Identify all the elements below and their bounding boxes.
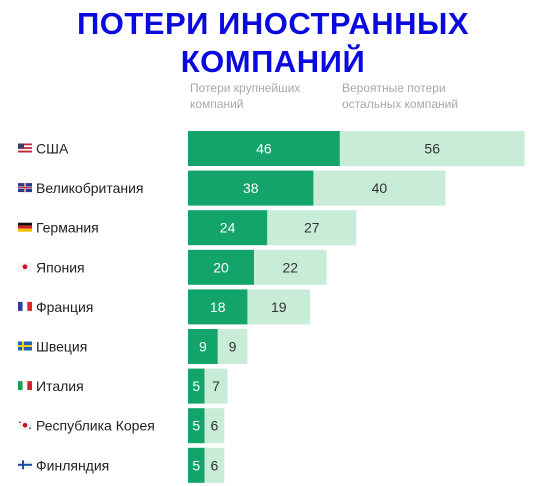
bar-major [188, 170, 314, 206]
category-label: Франция [36, 299, 93, 315]
uk-flag-icon [18, 183, 32, 193]
it-flag-icon [18, 381, 32, 391]
bar-others [339, 131, 525, 166]
bar-others [204, 408, 225, 444]
data-label-major: 24 [220, 220, 236, 236]
data-label-major: 5 [192, 418, 200, 434]
kr-flag-icon [18, 420, 32, 430]
bar-others [313, 170, 446, 206]
data-label-others: 9 [229, 339, 237, 355]
bar-major [188, 329, 218, 364]
data-label-others: 7 [212, 378, 220, 394]
data-label-major: 46 [256, 141, 272, 157]
legend-series-major: Потери крупнейших компаний [190, 81, 301, 111]
bar-major [188, 368, 205, 404]
bar-major [188, 447, 205, 483]
data-label-others: 40 [372, 180, 388, 196]
bar-major [188, 131, 340, 166]
us-flag-icon [18, 143, 32, 153]
category-label: Германия [36, 220, 99, 236]
bar-others [267, 210, 357, 246]
category-label: Республика Корея [36, 418, 155, 434]
data-label-others: 22 [283, 259, 299, 275]
data-label-others: 56 [424, 141, 440, 157]
bar-others [204, 368, 228, 404]
bar-major [188, 210, 268, 246]
data-label-others: 6 [211, 418, 219, 434]
data-label-major: 5 [192, 457, 200, 473]
bar-major [188, 408, 205, 444]
category-label: США [36, 141, 69, 157]
legend-series-others: Вероятные потери остальных компаний [342, 81, 459, 111]
bar-others [247, 289, 311, 325]
data-label-major: 38 [243, 180, 259, 196]
bar-major [188, 289, 248, 325]
category-label: Швеция [36, 339, 87, 355]
data-label-others: 19 [271, 299, 287, 315]
category-label: Финляндия [36, 457, 109, 473]
fi-flag-icon [18, 460, 32, 470]
fr-flag-icon [18, 301, 32, 311]
bar-others [217, 329, 248, 364]
bar-others [204, 447, 225, 483]
bar-others [254, 249, 327, 285]
jp-flag-icon [18, 262, 32, 272]
category-label: Великобритания [36, 180, 144, 196]
data-label-major: 20 [213, 259, 229, 275]
data-label-major: 5 [192, 378, 200, 394]
chart-title-line-1: ПОТЕРИ ИНОСТРАННЫХ [76, 6, 470, 41]
data-label-major: 9 [199, 339, 207, 355]
se-flag-icon [18, 341, 32, 351]
de-flag-icon [18, 222, 32, 232]
data-label-others: 6 [211, 457, 219, 473]
bar-major [188, 249, 254, 285]
chart-title-line-2: КОМПАНИЙ [180, 44, 366, 79]
data-label-major: 18 [210, 299, 226, 315]
data-label-others: 27 [304, 220, 320, 236]
category-label: Италия [36, 378, 84, 394]
category-label: Япония [36, 259, 85, 275]
